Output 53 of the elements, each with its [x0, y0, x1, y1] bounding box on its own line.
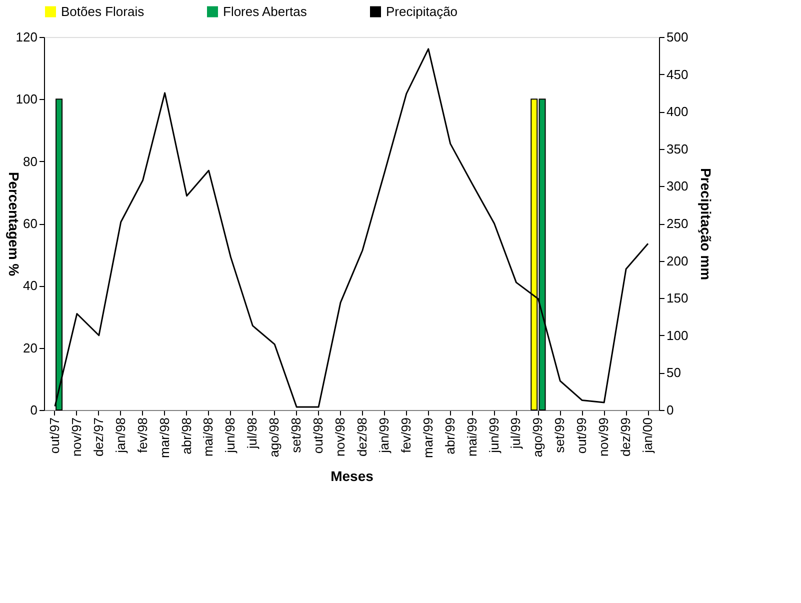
- y2-tick-label: 400: [666, 104, 688, 120]
- x-tick-label: mar/99: [420, 418, 436, 458]
- x-tick-label: nov/97: [68, 418, 84, 457]
- line-series: [54, 48, 649, 408]
- x-tick-label: set/99: [552, 418, 568, 453]
- y-tick-label: 60: [23, 216, 38, 231]
- y-tick-label: 0: [30, 402, 38, 418]
- x-tick-label: mai/99: [464, 418, 480, 457]
- x-tick-label: ago/99: [530, 418, 546, 458]
- x-tick-label: jan/99: [376, 418, 392, 454]
- x-tick-label: fev/99: [398, 418, 414, 453]
- x-tick-label: abr/98: [178, 418, 194, 454]
- x-tick-label: fev/98: [134, 418, 150, 453]
- y2-axis-title: Precipitação mm: [698, 168, 714, 280]
- y2-tick-label: 450: [666, 66, 688, 82]
- y2-tick-label: 0: [666, 402, 674, 418]
- y2-tick-label: 250: [666, 216, 688, 231]
- x-tick-label: jan/98: [112, 418, 128, 454]
- x-tick-label: dez/97: [90, 418, 106, 457]
- x-tick-label: set/98: [288, 418, 304, 453]
- x-tick-label: abr/99: [442, 418, 458, 454]
- x-tick-label: jun/99: [486, 418, 502, 454]
- x-tick-label: nov/99: [596, 418, 612, 457]
- y2-tick-label: 100: [666, 328, 688, 343]
- x-tick-label: jul/99: [508, 418, 524, 450]
- legend-label: Precipitação: [386, 4, 458, 19]
- y2-tick-label: 50: [666, 365, 681, 380]
- x-tick-label: mar/98: [156, 418, 172, 458]
- x-tick-label: out/98: [310, 418, 326, 454]
- x-tick-label: jul/98: [244, 418, 260, 450]
- x-tick-label: out/97: [46, 418, 62, 454]
- x-tick-label: ago/98: [266, 418, 282, 458]
- y2-tick-label: 300: [666, 178, 688, 194]
- legend-label: Botões Florais: [61, 4, 145, 19]
- y2-tick-label: 150: [666, 290, 688, 306]
- x-tick-label: out/99: [574, 418, 590, 454]
- x-tick-label: jun/98: [222, 418, 238, 454]
- y-tick-label: 20: [23, 340, 38, 356]
- y-tick-label: 100: [16, 92, 38, 107]
- y2-tick-label: 200: [666, 253, 688, 268]
- x-tick-label: dez/98: [354, 418, 370, 457]
- y2-tick-label: 500: [666, 30, 688, 44]
- x-axis-title: Meses: [330, 468, 374, 484]
- x-tick-label: jan/00: [640, 418, 656, 454]
- x-tick-label: dez/99: [618, 418, 634, 457]
- y-tick-label: 40: [23, 278, 38, 294]
- legend-label: Flores Abertas: [223, 4, 308, 19]
- y-tick-label: 80: [23, 154, 38, 169]
- y2-tick-label: 350: [666, 141, 688, 156]
- x-tick-label: mai/98: [200, 418, 216, 457]
- y-tick-label: 120: [16, 30, 38, 44]
- x-tick-label: nov/98: [332, 418, 348, 457]
- y-axis-title: Percentagem %: [6, 172, 22, 277]
